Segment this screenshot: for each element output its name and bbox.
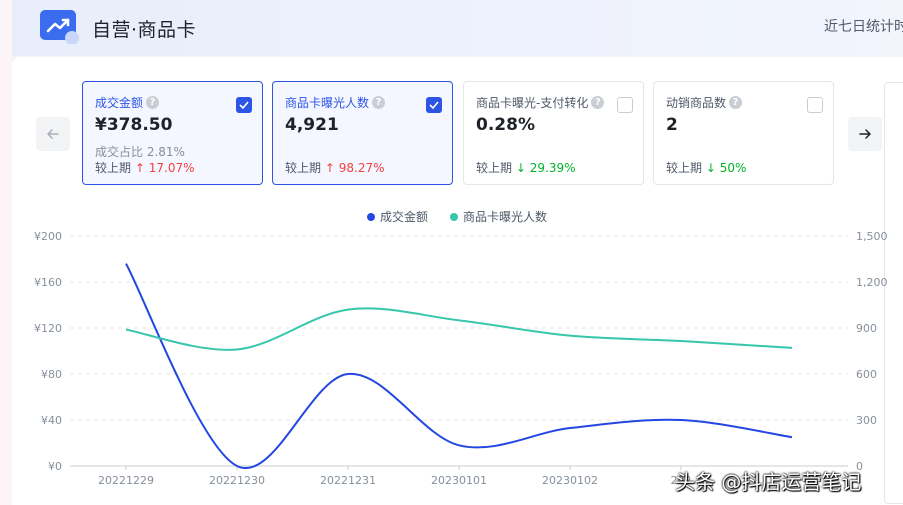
metric-card-products[interactable]: 动销商品数? 2 较上期 ↓ 50% [653, 81, 834, 185]
watermark: 头条 @抖店运营笔记 [675, 466, 861, 495]
line-chart: ¥0 0¥40 300¥80 600¥120 900¥160 1,200¥200 1,500… [0, 220, 903, 505]
help-icon[interactable]: ? [591, 96, 604, 109]
metric-value: ¥378.50 [95, 115, 172, 135]
compare-change: 98.27% [339, 161, 385, 175]
period-label: 近七日统计时 [824, 16, 903, 36]
metric-card-exposure[interactable]: 商品卡曝光人数? 4,921 较上期 ↑ 98.27% [272, 81, 453, 185]
metric-compare: 较上期 ↑ 98.27% [285, 159, 385, 176]
x-tick-label: 20230102 [542, 474, 598, 487]
y-right-tick-label: 1,200 [856, 276, 888, 289]
compare-change: 50% [720, 161, 747, 175]
y-right-tick-label: 300 [856, 414, 877, 427]
y-right-tick-label: 600 [856, 368, 877, 381]
compare-change: 17.07% [149, 161, 195, 175]
metric-value: 0.28% [476, 115, 535, 135]
compare-label: 较上期 [95, 161, 131, 175]
arrow-up-icon: ↑ [325, 161, 335, 175]
metric-card-gmv[interactable]: 成交金额? ¥378.50 成交占比 2.81% 较上期 ↑ 17.07% [82, 81, 263, 185]
compare-change: 29.39% [530, 161, 576, 175]
x-tick-label: 20230101 [431, 474, 487, 487]
metric-compare: 较上期 ↑ 17.07% [95, 159, 195, 176]
metric-name: 成交金额 [95, 94, 143, 111]
metric-share: 成交占比 2.81% [95, 143, 185, 160]
metric-value: 4,921 [285, 115, 339, 135]
y-left-tick-label: ¥120 [34, 322, 62, 335]
metric-compare: 较上期 ↓ 29.39% [476, 159, 576, 176]
arrow-down-icon: ↓ [706, 161, 716, 175]
compare-label: 较上期 [285, 161, 321, 175]
compare-label: 较上期 [666, 161, 702, 175]
help-icon[interactable]: ? [729, 96, 742, 109]
check-icon [429, 101, 439, 109]
y-right-tick-label: 900 [856, 322, 877, 335]
metric-name: 动销商品数 [666, 94, 726, 111]
y-left-tick-label: ¥80 [41, 368, 62, 381]
series-line-gmv [126, 264, 792, 469]
y-left-tick-label: ¥200 [34, 230, 62, 243]
next-button[interactable] [848, 117, 882, 151]
help-icon[interactable]: ? [372, 96, 385, 109]
metric-checkbox[interactable] [617, 97, 633, 113]
page-header: 自营·商品卡 近七日统计时 [12, 0, 903, 56]
metric-card-conversion[interactable]: 商品卡曝光-支付转化? 0.28% 较上期 ↓ 29.39% [463, 81, 644, 185]
metric-value: 2 [666, 115, 678, 135]
metric-checkbox[interactable] [236, 97, 252, 113]
arrow-down-icon: ↓ [516, 161, 526, 175]
compare-label: 较上期 [476, 161, 512, 175]
metric-checkbox[interactable] [426, 97, 442, 113]
metric-name: 商品卡曝光人数 [285, 94, 369, 111]
metric-checkbox[interactable] [807, 97, 823, 113]
y-right-tick-label: 1,500 [856, 230, 888, 243]
check-icon [239, 101, 249, 109]
prev-button[interactable] [36, 117, 70, 151]
y-left-tick-label: ¥160 [34, 276, 62, 289]
metric-compare: 较上期 ↓ 50% [666, 159, 746, 176]
arrow-up-icon: ↑ [135, 161, 145, 175]
x-tick-label: 20221231 [320, 474, 376, 487]
page-title: 自营·商品卡 [92, 15, 196, 42]
x-tick-label: 20221229 [98, 474, 154, 487]
arrow-left-icon [46, 127, 60, 141]
trend-chart-icon [40, 10, 80, 44]
arrow-right-icon [858, 127, 872, 141]
metric-name: 商品卡曝光-支付转化 [476, 94, 588, 111]
help-icon[interactable]: ? [146, 96, 159, 109]
y-left-tick-label: ¥40 [41, 414, 62, 427]
y-left-tick-label: ¥0 [48, 460, 62, 473]
series-line-exposure [126, 308, 792, 349]
x-tick-label: 20221230 [209, 474, 265, 487]
